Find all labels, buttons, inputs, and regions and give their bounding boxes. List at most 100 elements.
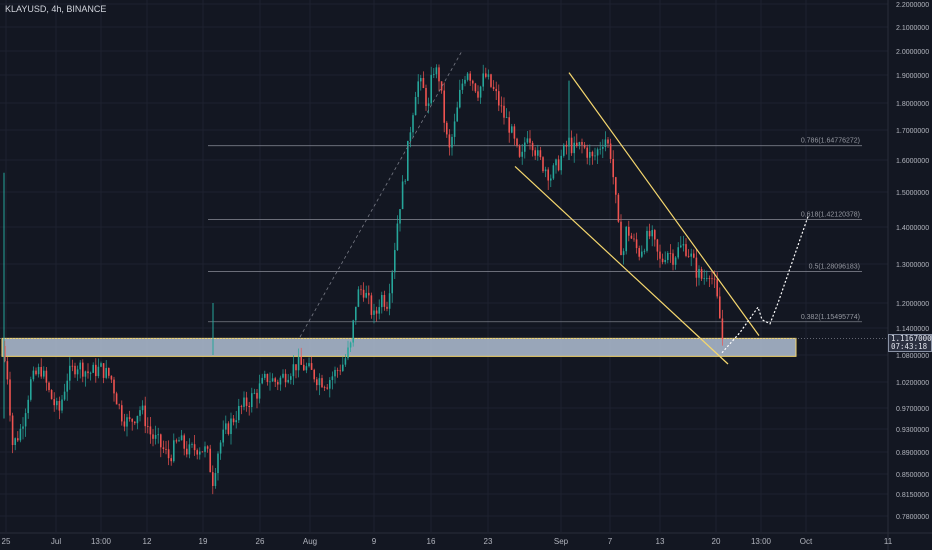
candle-body [126, 417, 128, 427]
candle-body [682, 244, 685, 246]
y-tick-label: 2.2000000 [896, 2, 929, 9]
y-tick-label: 1.1400000 [896, 326, 929, 333]
candle-body [334, 369, 336, 377]
candle-body [633, 238, 635, 240]
candle-body [193, 444, 196, 451]
candle-body [144, 405, 146, 427]
x-tick-label: 19 [199, 537, 208, 546]
candle-body [313, 369, 315, 380]
candle-body [672, 253, 674, 265]
candle-body [27, 399, 29, 414]
y-tick-label: 1.0200000 [896, 380, 929, 387]
candle-body [661, 258, 664, 263]
candle-body [573, 142, 575, 154]
candle-body [212, 472, 214, 486]
candle-body [394, 250, 396, 273]
candle-body [586, 147, 588, 158]
candle-body [297, 356, 300, 371]
candle-body [482, 73, 484, 87]
candle-body [352, 320, 354, 343]
candle-body [355, 306, 357, 321]
y-tick-label: 1.5000000 [896, 190, 929, 197]
candle-body [209, 448, 211, 473]
candle-body [318, 378, 321, 386]
candle-body [269, 381, 271, 383]
candle-body [287, 379, 289, 383]
candle-body [316, 379, 318, 386]
y-tick-label: 1.6000000 [896, 158, 929, 165]
symbol-title: KLAYUSD, 4h, BINANCE [5, 4, 107, 14]
candle-body [407, 140, 409, 181]
candle-body [258, 383, 261, 399]
candle-body [108, 367, 110, 376]
candle-body [14, 438, 16, 445]
candle-body [240, 406, 243, 407]
candle-body [61, 399, 63, 411]
candle-body [500, 105, 503, 107]
candle-body [508, 117, 510, 133]
y-tick-label: 0.8150000 [896, 492, 929, 499]
x-tick-label: 12 [143, 537, 152, 546]
candle-body [654, 230, 656, 240]
candle-body [48, 382, 50, 391]
candle-body [516, 138, 518, 146]
candle-body [453, 121, 456, 137]
candle-body [690, 253, 692, 257]
candle-body [625, 226, 627, 252]
candle-body [370, 295, 373, 315]
x-tick-label: 25 [2, 537, 11, 546]
candle-body [451, 136, 453, 148]
x-tick-label: 7 [608, 537, 613, 546]
candle-body [167, 449, 170, 459]
candle-body [180, 435, 183, 441]
bar-countdown: 07:43:18 [891, 342, 928, 351]
candle-body [547, 169, 549, 181]
trend-line-upper [568, 72, 760, 337]
candlesticks [3, 64, 724, 495]
candle-body [303, 364, 305, 371]
candle-body [422, 78, 425, 88]
candle-body [565, 144, 568, 147]
candle-body [256, 392, 258, 399]
candle-body [557, 159, 560, 171]
candle-body [149, 426, 152, 435]
candle-body [136, 415, 139, 424]
candle-body [339, 370, 341, 372]
candle-body [82, 362, 84, 377]
candle-body [66, 380, 68, 392]
candle-body [648, 230, 651, 237]
candle-body [308, 363, 310, 367]
candle-body [594, 155, 596, 157]
candle-body [261, 377, 263, 384]
candle-body [420, 78, 422, 82]
candle-body [615, 177, 617, 195]
candle-body [700, 269, 703, 279]
candle-body [329, 380, 331, 389]
candle-body [638, 248, 640, 257]
candle-body [251, 393, 253, 408]
candle-body [713, 278, 716, 280]
candle-body [425, 87, 427, 106]
candle-body [206, 446, 209, 449]
candle-body [157, 434, 159, 436]
candle-body [555, 159, 557, 166]
candle-body [477, 91, 479, 98]
candle-body [349, 342, 352, 348]
candle-body [404, 180, 406, 182]
candle-body [323, 387, 326, 388]
fibonacci-retracement: 0.786(1.64776272) 0.618(1.42120378) 0.5(1.… [208, 138, 862, 323]
dashed-trend-line [299, 50, 463, 338]
candle-body [685, 244, 687, 256]
candle-body [513, 126, 516, 139]
candle-body [552, 165, 555, 179]
candle-body [466, 73, 469, 80]
candle-body [347, 347, 349, 359]
candle-body [253, 392, 256, 394]
candle-body [667, 253, 669, 261]
candle-body [609, 143, 612, 159]
y-tick-label: 1.9000000 [896, 73, 929, 80]
candle-body [438, 67, 440, 82]
candle-body [378, 307, 380, 314]
candle-body [222, 429, 224, 443]
